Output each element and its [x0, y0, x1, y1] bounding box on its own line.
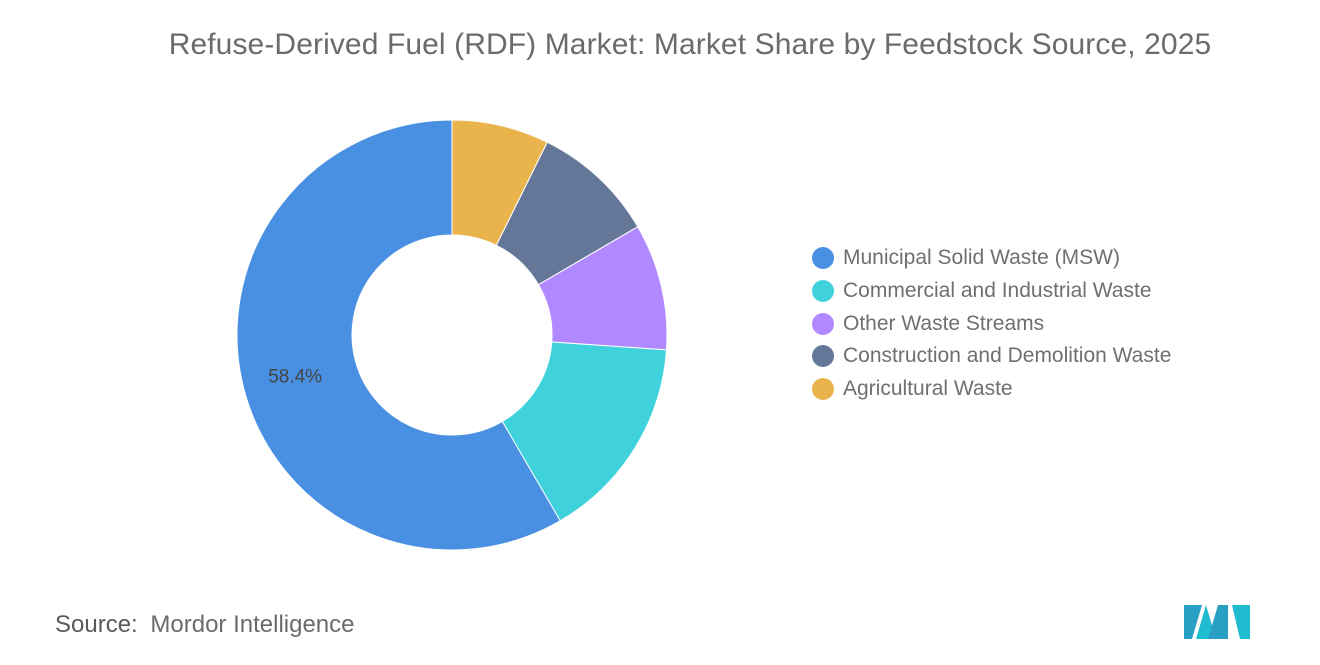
slice-agricultural-waste	[451, 119, 548, 247]
legend-item: Other Waste Streams	[812, 307, 1171, 340]
data-label: 58.4%	[268, 366, 322, 387]
slice-municipal-solid-waste-msw	[236, 119, 561, 551]
legend-label: Construction and Demolition Waste	[843, 344, 1172, 368]
legend-label: Other Waste Streams	[843, 311, 1045, 335]
legend-swatch	[812, 378, 834, 401]
legend-swatch	[812, 312, 834, 335]
slice-other-waste-streams	[537, 226, 668, 351]
legend-item: Municipal Solid Waste (MSW)	[812, 242, 1171, 275]
source-note: Source: Mordor Intelligence	[55, 611, 355, 639]
source-value: Mordor Intelligence	[150, 611, 355, 638]
slice-construction-and-demolition-waste	[495, 141, 639, 286]
legend-item: Commercial and Industrial Waste	[812, 275, 1171, 308]
chart-title: Refuse-Derived Fuel (RDF) Market: Market…	[168, 28, 1212, 61]
legend-swatch	[812, 345, 834, 368]
legend-label: Agricultural Waste	[843, 377, 1013, 401]
legend-swatch	[812, 247, 834, 270]
source-label: Source:	[55, 611, 138, 638]
mordor-intelligence-logo-icon	[1184, 605, 1250, 639]
slice-commercial-and-industrial-waste	[501, 341, 668, 522]
chart-legend: Municipal Solid Waste (MSW) Commercial an…	[812, 242, 1171, 405]
legend-swatch	[812, 280, 834, 303]
legend-item: Construction and Demolition Waste	[812, 340, 1171, 373]
legend-label: Municipal Solid Waste (MSW)	[843, 246, 1120, 270]
legend-item: Agricultural Waste	[812, 373, 1171, 406]
legend-label: Commercial and Industrial Waste	[843, 279, 1152, 303]
